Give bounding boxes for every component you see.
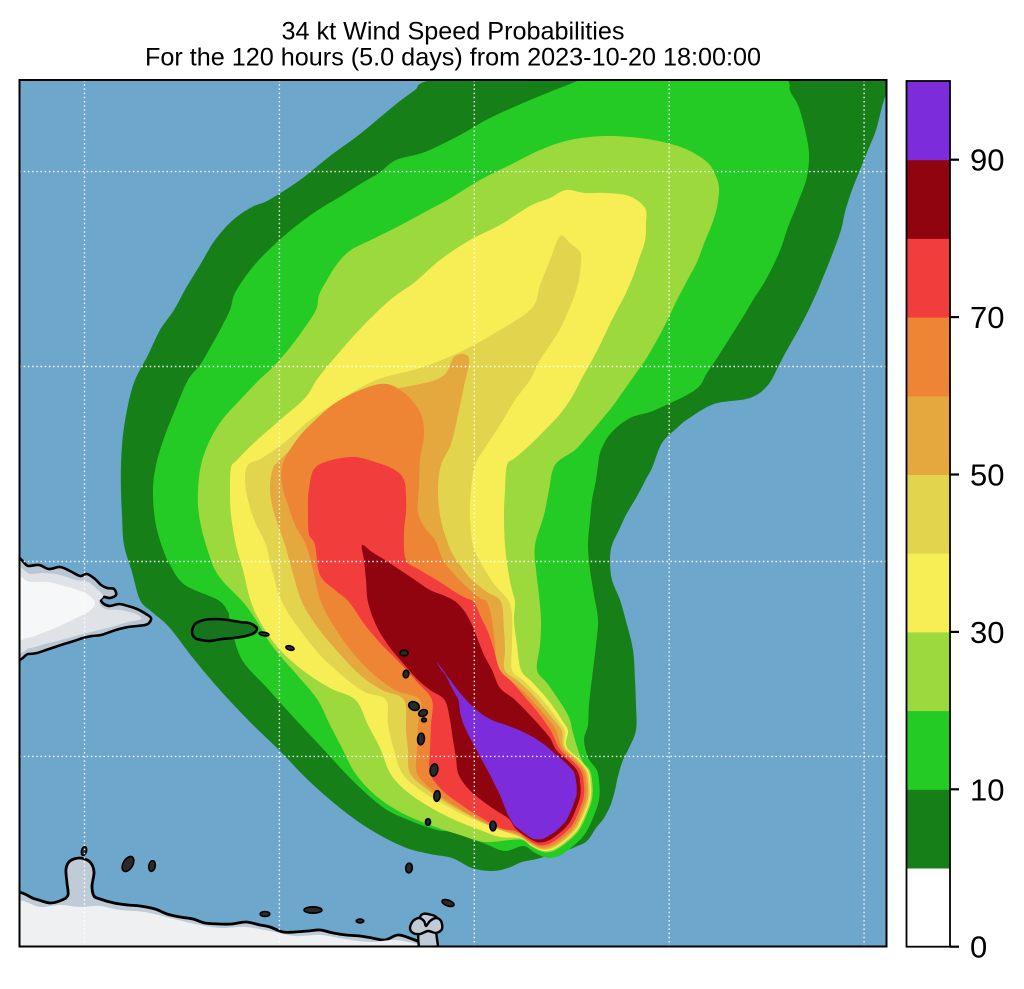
svg-text:50: 50 bbox=[970, 458, 1004, 493]
svg-text:70: 70 bbox=[970, 300, 1004, 335]
svg-text:For the 120 hours (5.0 days) f: For the 120 hours (5.0 days) from 2023-1… bbox=[145, 44, 761, 72]
svg-text:34 kt Wind Speed Probabilities: 34 kt Wind Speed Probabilities bbox=[281, 18, 624, 46]
svg-text:30: 30 bbox=[970, 615, 1004, 650]
svg-text:10: 10 bbox=[970, 772, 1004, 807]
svg-text:0: 0 bbox=[970, 930, 987, 965]
svg-text:90: 90 bbox=[970, 143, 1004, 178]
